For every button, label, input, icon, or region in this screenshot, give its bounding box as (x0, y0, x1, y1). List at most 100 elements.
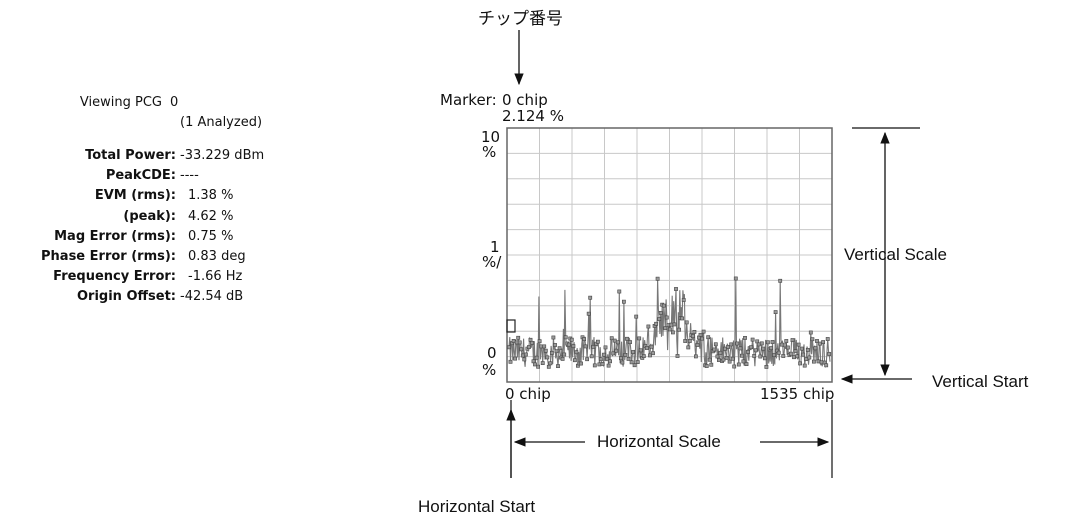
trace-point (654, 321, 659, 326)
analyzed-count: (1 Analyzed) (180, 115, 263, 130)
summary-row-label: PeakCDE: (105, 168, 176, 184)
trace-point (716, 358, 721, 362)
trace-point (651, 351, 655, 356)
trace-point (788, 351, 793, 356)
trace-point (634, 314, 639, 319)
trace-point (553, 343, 557, 347)
trace-point (816, 359, 821, 364)
trace-point (609, 336, 614, 341)
trace-point (733, 276, 738, 281)
trace-point (571, 344, 576, 349)
trace-point (628, 340, 632, 345)
trace-point (655, 276, 660, 281)
y-bottom-value: 0 (487, 344, 497, 362)
trace-point (562, 352, 567, 357)
trace-point (545, 355, 550, 360)
marker-indicator (506, 319, 516, 333)
trace-point (735, 341, 740, 346)
trace-point (726, 344, 731, 349)
plot-frame (506, 127, 833, 383)
marker-value: 2.124 % (502, 107, 564, 125)
trace-point (608, 359, 613, 364)
summary-row-label: EVM (rms): (94, 188, 176, 204)
chip-number-callout: チップ番号 (478, 9, 563, 28)
trace-point (672, 322, 677, 327)
trace-point (626, 356, 631, 361)
trace-point (603, 345, 608, 350)
trace-point (785, 345, 790, 350)
trace-point (700, 336, 705, 341)
trace-point (723, 346, 727, 351)
trace-point (669, 322, 674, 327)
trace-point (796, 342, 801, 347)
trace-point (681, 298, 686, 302)
trace-point (709, 362, 714, 367)
trace-point (730, 356, 735, 361)
trace-point (551, 335, 556, 340)
trace-point (649, 344, 654, 349)
trace-point (508, 359, 513, 364)
trace-point (583, 344, 588, 349)
trace-point (743, 335, 747, 340)
trace-point (821, 340, 826, 345)
trace-point (597, 362, 602, 367)
x-start-label: 0 chip (505, 385, 551, 403)
trace-point (516, 335, 521, 340)
trace-point (776, 350, 781, 355)
trace-point (523, 352, 528, 357)
trace-point (595, 339, 600, 344)
trace-point (586, 311, 591, 316)
trace-point (808, 330, 813, 335)
trace-point (605, 356, 610, 361)
trace-point (815, 339, 819, 343)
trace-point (801, 352, 806, 357)
trace-point (591, 344, 596, 349)
marker-position: 0 chip (502, 91, 548, 109)
trace-point (677, 327, 682, 332)
trace-point (557, 346, 562, 351)
trace-point (579, 361, 583, 366)
y-mid-value: 1 (490, 238, 500, 256)
trace-point (537, 339, 542, 344)
summary-row-value: 0.75 % (188, 228, 234, 244)
trace-point (790, 338, 795, 343)
trace-point (690, 334, 695, 339)
trace-point (764, 364, 769, 369)
trace-point (615, 340, 620, 345)
trace-point (741, 359, 746, 364)
trace-point (641, 354, 646, 359)
trace-point (707, 357, 712, 362)
trace-point (534, 355, 539, 360)
trace-point (546, 364, 551, 369)
summary-row-value: 4.62 % (188, 208, 234, 224)
trace-point (644, 346, 649, 350)
trace-point (713, 342, 718, 347)
trace-point (530, 340, 534, 345)
trace-point (520, 353, 525, 358)
trace-point (528, 337, 533, 342)
trace-point (511, 338, 516, 343)
trace-point (574, 350, 579, 355)
trace-point (549, 350, 554, 355)
summary-row-label: Origin Offset: (76, 289, 176, 305)
trace-point (762, 356, 767, 361)
cde-trace (507, 276, 832, 369)
trace-point (667, 327, 672, 332)
trace-point (693, 354, 698, 359)
trace-point (618, 356, 623, 361)
trace-point (507, 345, 511, 350)
y-mid-unit: %/ (482, 253, 502, 271)
summary-row-label: Phase Error (rms): (41, 249, 176, 264)
trace-point (621, 299, 626, 304)
trace-point (674, 287, 678, 291)
trace-point (675, 354, 680, 358)
trace-point (606, 363, 611, 368)
trace-point (770, 340, 775, 344)
trace-point (698, 332, 703, 337)
trace-point (802, 363, 807, 368)
trace-point (795, 354, 800, 359)
trace-point (779, 342, 784, 347)
trace-point (631, 350, 636, 354)
summary-row-value: ---- (180, 168, 199, 184)
